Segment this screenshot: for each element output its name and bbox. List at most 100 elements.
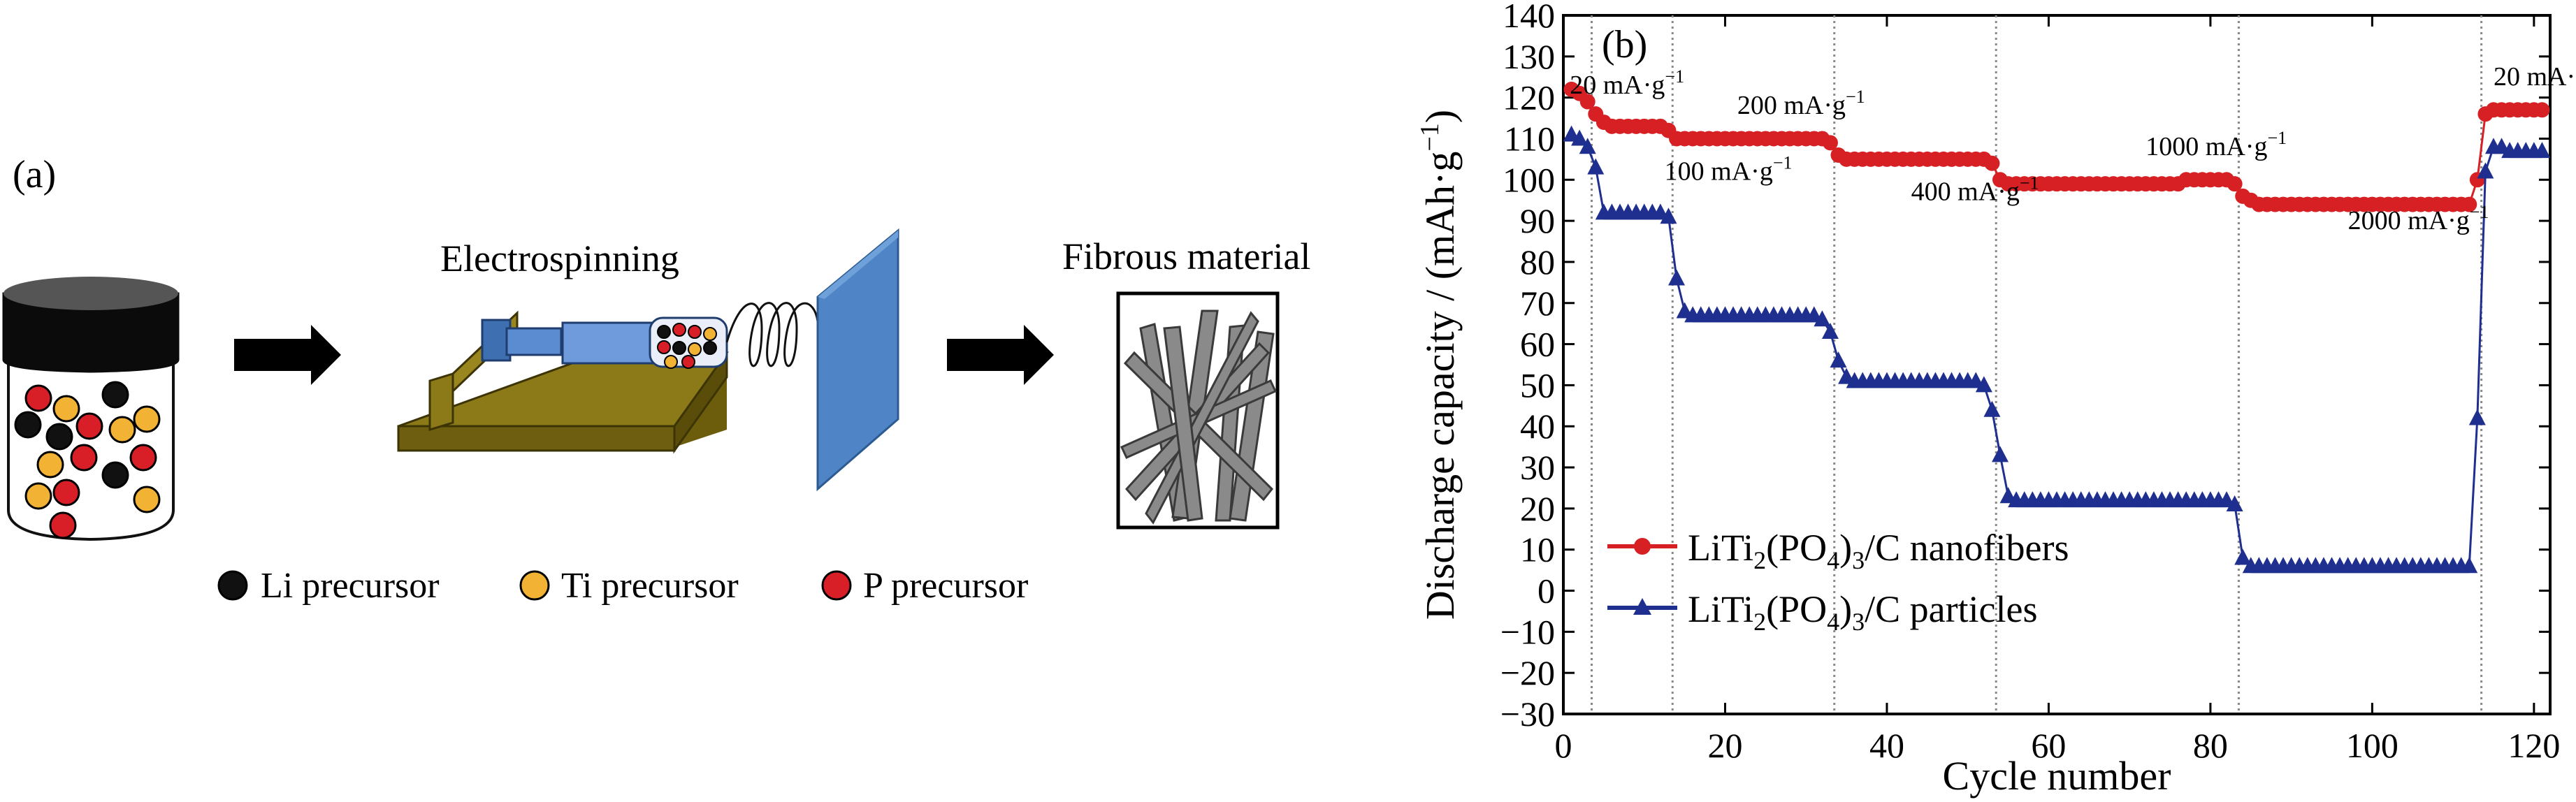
precursor-particle [688,325,702,339]
series-layer [1563,81,2551,574]
precursor-particle [664,355,678,369]
precursor-jar [2,277,180,541]
precursor-particle [703,341,717,355]
x-tick-label: 80 [2193,726,2228,765]
data-point [1830,351,1847,368]
legend-ti-precursor: Ti precursor [519,566,739,606]
collector-plate [816,228,899,492]
fibrous-material-box [1116,291,1280,530]
precursor-particle [129,444,157,472]
precursor-particle [672,323,686,337]
y-tick-label: 110 [1504,119,1555,158]
rate-labels: 20 mA·g−1 100 mA·g−1 200 mA·g−1 400 mA·g−1 1… [1570,58,2576,235]
legend-particles-marker [1633,598,1651,615]
rate-label: 20 mA·g−1 [1570,66,1684,100]
data-point [1991,446,2009,462]
arrow-1 [234,325,341,385]
y-tick-label: 120 [1503,78,1555,117]
data-point [1821,322,1839,339]
arrow-2 [947,325,1054,385]
plot-frame [1562,14,2552,715]
x-tick-label: 0 [1555,726,1572,765]
ti-precursor-swatch [519,570,550,601]
rate-label: 20 mA·g−1 [2494,58,2576,92]
legend-particles: LiTi2(PO4)3/C particles [1607,588,2038,636]
y-tick-label: 80 [1520,242,1555,282]
electrospinning-setup [397,228,899,492]
precursor-particle [24,384,52,412]
y-tick-label: 60 [1520,325,1555,364]
chart-legend: LiTi2(PO4)3/C nanofibers LiTi2(PO4)3/C p… [1607,527,2069,636]
p-precursor-swatch [821,570,852,601]
rate-label: 1000 mA·g−1 [2146,128,2287,161]
precursor-particle [49,511,77,539]
precursor-particle [657,325,671,339]
data-point [1579,94,1595,110]
legend-nanofibers-marker [1634,538,1651,555]
precursor-particle [24,482,52,510]
precursor-particle [703,327,717,341]
y-tick-label: 20 [1520,489,1555,528]
x-tick-label: 20 [1707,726,1742,765]
precursor-particles [14,381,161,539]
data-point [1660,207,1677,224]
rate-label: 200 mA·g−1 [1737,87,1865,120]
x-tick-label: 40 [1869,726,1904,765]
data-point [2234,548,2252,565]
data-point [2461,196,2477,212]
y-tick-label: 100 [1503,160,1555,199]
y-tick-label: 0 [1537,571,1555,611]
data-point [2227,176,2243,192]
y-tick-label: 70 [1520,284,1555,323]
data-point [1668,269,1686,286]
x-axis-title: Cycle number [1943,753,2171,799]
y-tick-label: −10 [1500,612,1555,651]
data-point [1983,400,2001,417]
y-tick-label: −30 [1500,694,1555,734]
y-tick-label: −20 [1500,653,1555,692]
x-tick-label: 100 [2346,726,2398,765]
legend-li-precursor: Li precursor [217,566,440,606]
ti-precursor-label: Ti precursor [561,566,739,606]
y-tick-label: 30 [1520,448,1555,487]
electrospinning-title: Electrospinning [440,238,679,279]
precursor-particle [672,341,686,355]
y-axis-title: Discharge capacity / (mAh·g−1) [1415,110,1463,620]
precursor-particle [36,451,64,479]
precursor-particle [133,486,161,513]
precursor-particle [101,381,129,409]
rate-change-lines [1591,15,2483,714]
legend-nanofibers: LiTi2(PO4)3/C nanofibers [1607,527,2069,574]
y-tick-label: 140 [1503,0,1555,35]
precursor-particle [52,395,80,423]
precursor-particle [45,423,73,451]
legend-nanofibers-label: LiTi2(PO4)3/C nanofibers [1688,527,2069,574]
data-point [2461,557,2478,574]
precursor-particle [70,444,98,472]
precursor-particle [688,342,702,356]
y-tick-label: 90 [1520,201,1555,240]
precursor-particle [75,412,103,440]
precursor-particle [681,355,695,369]
fibrous-material-title: Fibrous material [1062,235,1310,277]
data-point [1984,155,2000,171]
panel-b-label: (b) [1602,23,1647,66]
data-point [1579,138,1596,154]
axis-ticks: −30−20−100102030405060708090100110120130… [1500,0,2561,765]
precursor-particle [133,405,161,433]
rate-label: 100 mA·g−1 [1665,152,1793,186]
data-point [2534,102,2550,118]
precursor-particle [101,461,129,489]
li-precursor-swatch [217,570,248,601]
data-point [1822,135,1838,151]
x-tick-label: 120 [2508,726,2560,765]
data-point [1571,129,1589,146]
precursor-particle [52,479,80,506]
legend-p-precursor: P precursor [821,566,1028,606]
x-tick-label: 60 [2031,726,2066,765]
panel-b-chart: (b) −30−20−10010203040506070809010011012… [1415,0,2576,799]
rate-label: 2000 mA·g−1 [2348,202,2489,235]
data-point [2226,495,2243,511]
series-nanofibers [1563,81,2550,212]
